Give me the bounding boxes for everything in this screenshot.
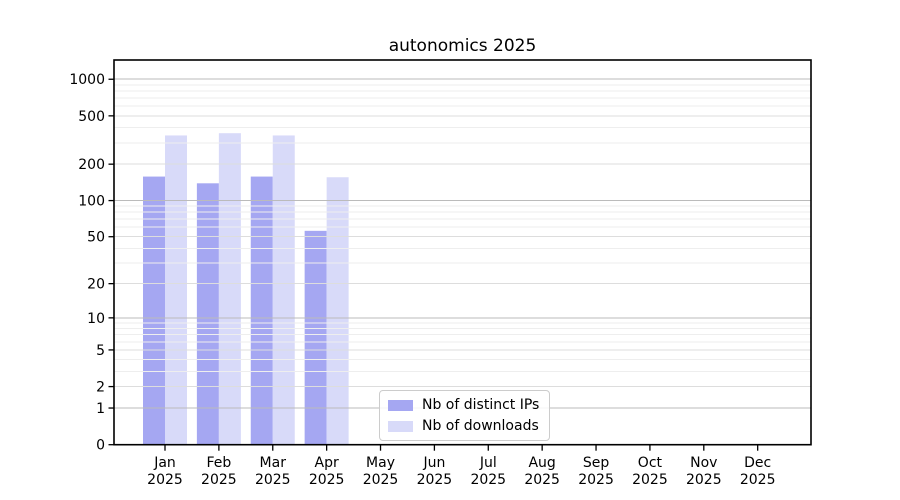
- legend-label-downloads: Nb of downloads: [422, 418, 539, 434]
- y-tick-label-100: 100: [78, 194, 105, 210]
- x-tick-label-year-nov: 2025: [686, 472, 722, 488]
- bar-apr-downloads: [326, 177, 349, 445]
- x-tick-label-month-jul: Jul: [479, 455, 497, 471]
- legend-item-downloads: Nb of downloads: [388, 417, 539, 435]
- y-tick-label-20: 20: [87, 277, 105, 293]
- y-tick-label-0: 0: [96, 438, 105, 454]
- x-tick-label-year-jul: 2025: [470, 472, 506, 488]
- x-tick-label-month-mar: Mar: [260, 455, 287, 471]
- y-tick-label-2: 2: [96, 380, 105, 396]
- legend: Nb of distinct IPs Nb of downloads: [379, 390, 551, 441]
- x-tick-label-month-sep: Sep: [583, 455, 610, 471]
- y-tick-label-10: 10: [87, 311, 105, 327]
- x-tick-label-month-jun: Jun: [422, 455, 445, 471]
- y-tick-label-50: 50: [87, 230, 105, 246]
- x-tick-label-month-feb: Feb: [206, 455, 231, 471]
- y-tick-label-200: 200: [78, 157, 105, 173]
- y-tick-label-1: 1: [96, 401, 105, 417]
- bar-jan-downloads: [165, 135, 187, 445]
- plot-border: [113, 59, 812, 446]
- x-tick-label-year-oct: 2025: [632, 472, 668, 488]
- x-tick-label-year-jun: 2025: [417, 472, 453, 488]
- legend-swatch-downloads: [388, 420, 413, 432]
- bar-feb-distinct-ips: [196, 183, 219, 445]
- x-tick-label-month-oct: Oct: [638, 455, 663, 471]
- x-tick-label-year-apr: 2025: [309, 472, 345, 488]
- x-tick-label-year-sep: 2025: [578, 472, 614, 488]
- y-tick-label-1000: 1000: [69, 72, 105, 88]
- legend-swatch-distinct-ips: [388, 399, 413, 411]
- y-tick-label-5: 5: [96, 343, 105, 359]
- x-tick-label-month-dec: Dec: [744, 455, 771, 471]
- x-tick-label-month-aug: Aug: [528, 455, 555, 471]
- bar-jan-distinct-ips: [143, 176, 165, 445]
- x-tick-label-year-aug: 2025: [524, 472, 560, 488]
- x-tick-label-year-feb: 2025: [201, 472, 237, 488]
- bar-feb-downloads: [218, 133, 241, 445]
- legend-label-distinct-ips: Nb of distinct IPs: [422, 397, 540, 413]
- y-tick-label-500: 500: [78, 109, 105, 125]
- x-tick-label-month-jan: Jan: [153, 455, 176, 471]
- x-tick-label-month-nov: Nov: [690, 455, 717, 471]
- x-tick-label-month-apr: Apr: [315, 455, 339, 471]
- x-tick-label-year-mar: 2025: [255, 472, 291, 488]
- chart-title: autonomics 2025: [388, 36, 537, 56]
- x-tick-label-year-dec: 2025: [740, 472, 776, 488]
- x-tick-label-year-may: 2025: [363, 472, 399, 488]
- bar-apr-distinct-ips: [304, 230, 327, 445]
- legend-item-distinct-ips: Nb of distinct IPs: [388, 396, 539, 414]
- x-tick-label-month-may: May: [366, 455, 395, 471]
- x-tick-label-year-jan: 2025: [147, 472, 183, 488]
- bar-mar-downloads: [272, 135, 295, 445]
- bar-mar-distinct-ips: [250, 176, 273, 445]
